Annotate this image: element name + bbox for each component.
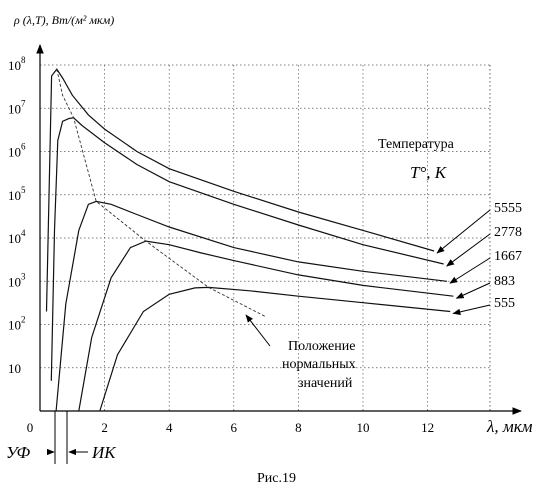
x-tick-label-5: 10 <box>357 420 370 435</box>
curve-555 <box>99 286 451 412</box>
x-tick-label-3: 6 <box>231 420 238 435</box>
y-tick-label-0: 10 <box>8 361 21 376</box>
x-tick-label-4: 8 <box>295 420 302 435</box>
legend-unit: T°, K <box>410 163 448 182</box>
annotation-line-1: Положение <box>288 339 355 354</box>
ir-label: ИК <box>91 443 117 462</box>
series-leader-555 <box>452 304 491 315</box>
curve-883 <box>78 240 454 412</box>
x-axis-title: λ, мкм <box>486 417 533 436</box>
series-label-1667: 1667 <box>494 249 522 264</box>
y-tick-label-6: 107 <box>8 98 26 116</box>
annotation-pointer <box>245 314 271 347</box>
curve-2778 <box>50 117 444 381</box>
x-tick-labels: 0 2 4 6 8 10 12 <box>27 420 434 435</box>
x-tick-label-1: 2 <box>101 420 108 435</box>
y-tick-label-4: 105 <box>8 185 26 203</box>
curve-1667 <box>55 200 448 412</box>
temperature-labels: 5555 2778 1667 883 555 <box>436 201 522 315</box>
annotation-line-3: значений <box>298 376 353 391</box>
grid-lines <box>40 64 491 411</box>
x-tick-label-0: 0 <box>27 420 34 435</box>
series-leader-883 <box>455 282 491 299</box>
legend-title: Температура <box>378 137 455 152</box>
series-leader-1667 <box>449 257 491 284</box>
spectral-bands: УФ ИК <box>6 411 117 464</box>
y-tick-label-5: 106 <box>8 142 26 160</box>
y-tick-labels: 10 102 103 104 105 106 107 108 <box>8 55 26 376</box>
series-label-2778: 2778 <box>494 225 522 240</box>
y-tick-label-2: 103 <box>8 271 26 289</box>
x-tick-label-6: 12 <box>421 420 434 435</box>
series-leader-2778 <box>446 233 491 267</box>
annotation-line-2: нормальных <box>282 357 356 372</box>
uv-label: УФ <box>6 443 31 462</box>
series-label-883: 883 <box>494 274 515 289</box>
wien-annotation: Положение нормальных значений <box>245 314 356 391</box>
y-tick-label-1: 102 <box>8 315 26 333</box>
radiation-curves <box>45 68 454 412</box>
y-axis-title: ρ (λ,T), Вт/(м² мкм) <box>13 13 114 27</box>
series-label-555: 555 <box>494 296 515 311</box>
figure-caption: Рис.19 <box>257 471 296 486</box>
series-label-5555: 5555 <box>494 201 522 216</box>
x-tick-label-2: 4 <box>166 420 173 435</box>
series-leader-5555 <box>436 209 491 254</box>
y-tick-label-3: 104 <box>8 228 26 246</box>
y-tick-label-7: 108 <box>8 55 26 73</box>
wien-peak-line <box>56 69 267 318</box>
